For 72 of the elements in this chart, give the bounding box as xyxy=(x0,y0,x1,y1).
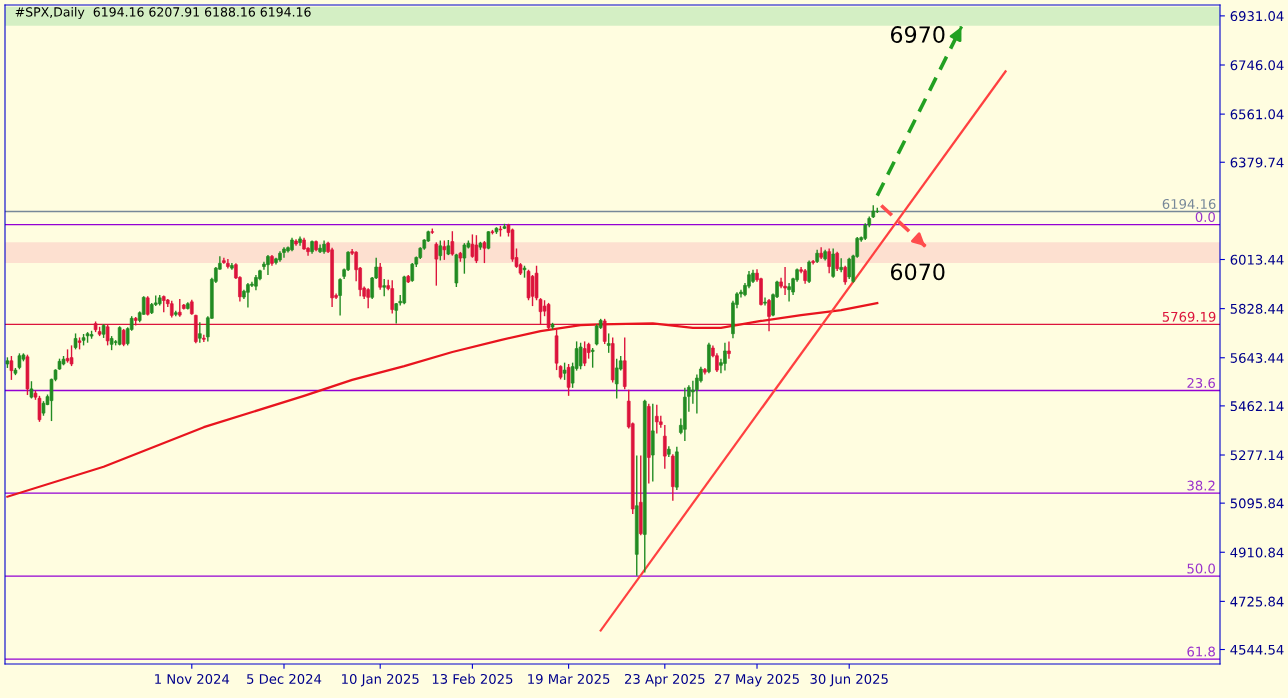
candlestick xyxy=(366,287,370,309)
x-tick-label: 5 Dec 2024 xyxy=(247,673,322,684)
x-tick-label: 19 Mar 2025 xyxy=(528,673,610,684)
candlestick xyxy=(482,240,487,264)
band-label: 6070 xyxy=(890,263,945,281)
candlestick xyxy=(470,233,475,259)
y-tick-label: 6746.04 xyxy=(1230,60,1284,71)
candlestick xyxy=(474,234,479,264)
candlestick xyxy=(69,344,74,367)
candlestick xyxy=(723,342,727,372)
candlestick xyxy=(839,257,843,274)
band-label: 6970 xyxy=(890,26,945,43)
candlestick xyxy=(462,242,467,275)
candlestick xyxy=(831,247,835,279)
candlestick xyxy=(198,321,202,344)
candlestick xyxy=(442,239,447,261)
ref-line-label: 5769.19 xyxy=(1162,311,1216,322)
y2-tick-label: 23.6 xyxy=(1187,377,1215,388)
x-tick-label: 23 Apr 2025 xyxy=(624,673,705,687)
y2-tick-label: 50.0 xyxy=(1187,563,1215,574)
chart-title: #SPX,Daily 6194.16 6207.91 6188.16 6194.16 xyxy=(15,6,311,20)
x-tick-label: 10 Jan 2025 xyxy=(342,673,419,687)
y-tick-label: 6931.04 xyxy=(1230,11,1284,22)
x-tick-label: 27 May 2025 xyxy=(714,673,799,687)
y2-tick-label: 61.8 xyxy=(1187,646,1215,657)
y2-tick-label: 0.0 xyxy=(1195,212,1215,223)
candlestick xyxy=(590,347,595,369)
y-tick-label: 4910.84 xyxy=(1230,547,1284,558)
candlestick xyxy=(390,279,395,315)
candlestick xyxy=(614,357,619,400)
candlestick xyxy=(663,424,667,470)
candlestick xyxy=(843,265,847,286)
ref-line-label: 6194.16 xyxy=(1162,198,1216,209)
candlestick xyxy=(202,334,206,343)
candlestick xyxy=(763,296,767,307)
candlestick xyxy=(655,404,659,435)
candlestick xyxy=(566,363,571,397)
y-tick-label: 5828.44 xyxy=(1230,303,1284,314)
candlestick xyxy=(438,239,443,262)
candlestick xyxy=(266,254,270,276)
candlestick xyxy=(606,332,611,354)
candlestick xyxy=(578,342,583,370)
line-series xyxy=(6,302,879,498)
candlestick xyxy=(727,340,731,360)
x-tick-label: 30 Jun 2025 xyxy=(810,673,888,687)
x-tick-label: 1 Nov 2024 xyxy=(155,673,230,684)
candlestick xyxy=(787,282,791,303)
y-tick-label: 6013.44 xyxy=(1230,254,1284,265)
candlestick xyxy=(783,266,787,296)
candlestick xyxy=(434,241,439,287)
y-tick-label: 4544.54 xyxy=(1230,644,1284,655)
y-tick-label: 6379.74 xyxy=(1230,157,1284,168)
candlestick xyxy=(37,395,42,423)
candlestick xyxy=(835,250,839,272)
candlestick xyxy=(602,318,607,345)
candlestick xyxy=(9,355,14,381)
candlestick xyxy=(450,230,455,257)
candlestick xyxy=(378,262,382,291)
candlestick xyxy=(582,340,587,367)
candlestick xyxy=(807,259,811,284)
candlestick xyxy=(530,274,535,307)
y-tick-label: 6561.04 xyxy=(1230,109,1284,120)
x-tick-label: 13 Feb 2025 xyxy=(432,673,513,684)
candlestick xyxy=(338,277,342,317)
y2-tick-label: 38.2 xyxy=(1187,480,1215,491)
y-tick-label: 5462.14 xyxy=(1230,401,1284,412)
y-tick-label: 4725.84 xyxy=(1230,596,1284,607)
y-tick-label: 5095.84 xyxy=(1230,498,1284,509)
candlestick xyxy=(246,282,250,309)
y-tick-label: 5643.44 xyxy=(1230,352,1284,363)
candlestick xyxy=(827,247,831,274)
y-tick-label: 5277.14 xyxy=(1230,450,1284,461)
